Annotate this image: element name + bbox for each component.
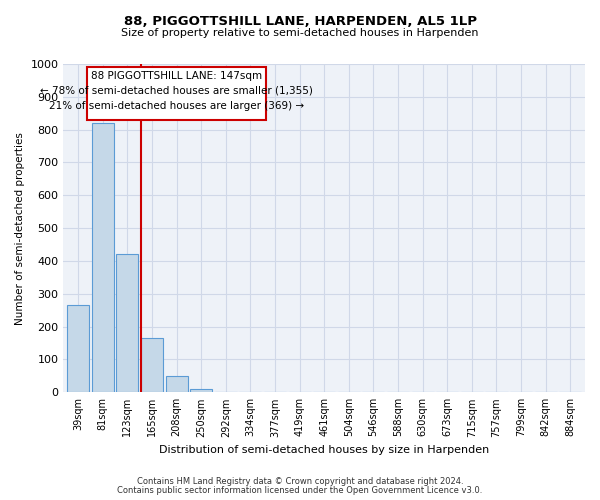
Bar (67, 306, 89, 392)
Bar (141, 338, 163, 392)
Bar (166, 376, 188, 392)
Y-axis label: Number of semi-detached properties: Number of semi-detached properties (15, 132, 25, 324)
FancyBboxPatch shape (87, 66, 266, 120)
X-axis label: Distribution of semi-detached houses by size in Harpenden: Distribution of semi-detached houses by … (159, 445, 490, 455)
Text: Contains public sector information licensed under the Open Government Licence v3: Contains public sector information licen… (118, 486, 482, 495)
Text: ← 78% of semi-detached houses are smaller (1,355): ← 78% of semi-detached houses are smalle… (40, 86, 313, 96)
Text: 21% of semi-detached houses are larger (369) →: 21% of semi-detached houses are larger (… (49, 101, 304, 111)
Bar (92, 123, 114, 392)
Bar (190, 389, 212, 392)
Text: 88, PIGGOTTSHILL LANE, HARPENDEN, AL5 1LP: 88, PIGGOTTSHILL LANE, HARPENDEN, AL5 1L… (124, 15, 476, 28)
Text: 88 PIGGOTTSHILL LANE: 147sqm: 88 PIGGOTTSHILL LANE: 147sqm (91, 72, 262, 82)
Text: Contains HM Land Registry data © Crown copyright and database right 2024.: Contains HM Land Registry data © Crown c… (137, 477, 463, 486)
Bar (116, 254, 139, 392)
Text: Size of property relative to semi-detached houses in Harpenden: Size of property relative to semi-detach… (121, 28, 479, 38)
